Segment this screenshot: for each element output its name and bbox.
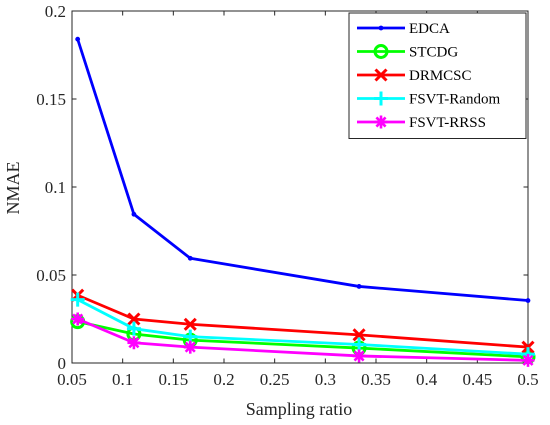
data-point — [126, 321, 141, 336]
legend-swatch-marker — [374, 91, 388, 106]
legend-label: STCDG — [409, 45, 458, 61]
legend-label: FSVT-RRSS — [409, 115, 486, 131]
data-point — [521, 353, 535, 367]
x-axis: 0.05 0.1 0.15 0.2 0.25 0.3 0.35 0.4 0.45 0.5 — [57, 11, 539, 389]
data-point — [525, 298, 531, 303]
x-tick-label: 0.45 — [462, 370, 492, 389]
data-point — [70, 292, 85, 307]
x-tick-label: 0.15 — [158, 370, 188, 389]
x-tick-label: 0.05 — [57, 370, 87, 389]
y-axis-title: NMAE — [3, 161, 23, 214]
data-point — [352, 349, 366, 363]
y-tick-label: 0.15 — [36, 90, 66, 109]
legend-label: FSVT-Random — [409, 92, 500, 108]
legend-item: DRMCSC — [357, 68, 472, 84]
data-point — [127, 312, 141, 326]
data-point — [356, 284, 362, 289]
data-point — [71, 312, 85, 326]
y-axis: 0 0.05 0.1 0.15 0.2 — [36, 2, 528, 373]
legend-item: FSVT-Random — [357, 91, 500, 108]
legend: EDCA STCDG DRMCSC FSVT-Random FSVT-RRSS — [348, 12, 527, 139]
legend-swatch-marker — [373, 44, 389, 59]
x-tick-label: 0.4 — [416, 370, 438, 389]
y-tick-label: 0.2 — [45, 2, 66, 21]
legend-swatch-marker — [378, 25, 384, 31]
series-edca — [75, 36, 531, 303]
series-layer — [70, 36, 536, 367]
data-point — [75, 36, 81, 42]
data-point — [521, 340, 535, 354]
data-point — [187, 255, 193, 261]
legend-item: FSVT-RRSS — [357, 115, 486, 131]
legend-swatch-marker — [374, 115, 388, 129]
x-tick-label: 0.5 — [517, 370, 538, 389]
data-point — [183, 317, 197, 331]
x-axis-title: Sampling ratio — [246, 399, 353, 419]
x-tick-label: 0.2 — [213, 370, 234, 389]
x-tick-label: 0.35 — [361, 370, 391, 389]
y-tick-label: 0.1 — [45, 178, 66, 197]
legend-item: EDCA — [357, 21, 450, 37]
legend-item: STCDG — [357, 44, 458, 61]
x-tick-label: 0.1 — [112, 370, 133, 389]
legend-swatch-marker — [374, 68, 388, 82]
data-point — [352, 337, 367, 352]
data-point — [131, 211, 137, 217]
y-tick-label: 0.05 — [36, 266, 66, 285]
legend-label: DRMCSC — [409, 68, 472, 84]
series-fsvt-rrss — [71, 312, 535, 367]
x-tick-label: 0.25 — [260, 370, 290, 389]
data-point — [127, 336, 141, 350]
data-point — [352, 328, 366, 342]
legend-label: EDCA — [409, 21, 450, 37]
x-tick-label: 0.3 — [315, 370, 336, 389]
data-point — [183, 340, 197, 354]
y-tick-label: 0 — [58, 354, 67, 373]
